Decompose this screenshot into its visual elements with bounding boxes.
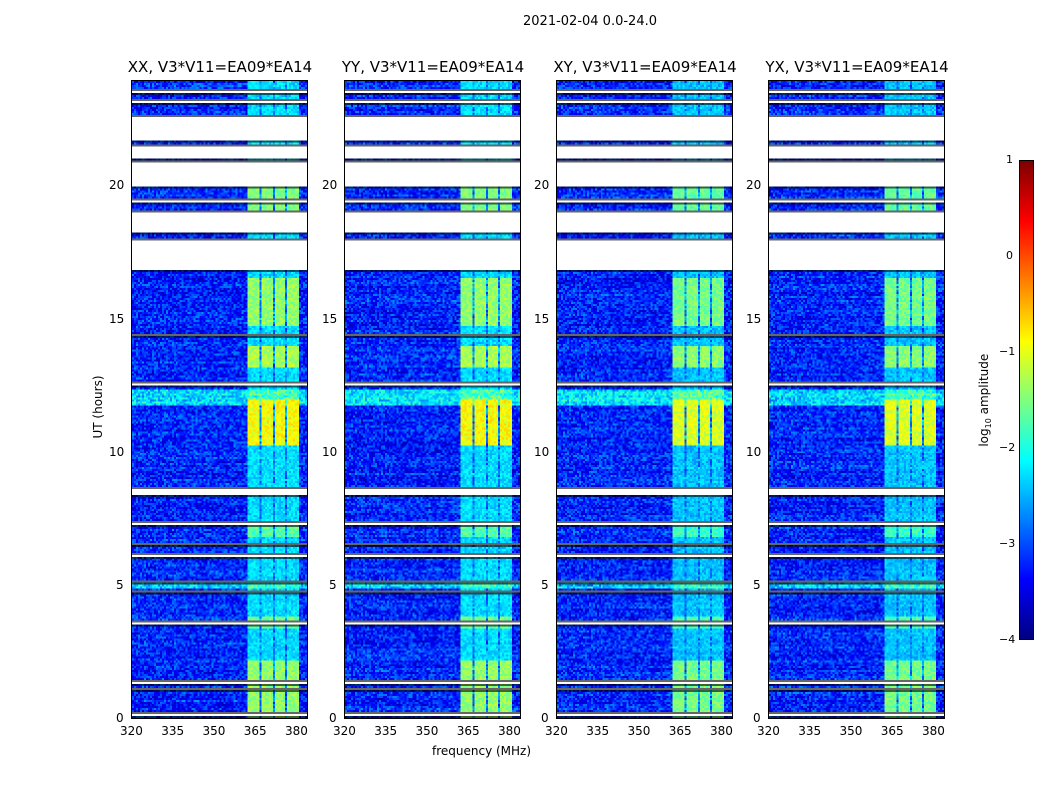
y-tick-label: 10 xyxy=(322,444,338,459)
x-tick-label: 365 xyxy=(456,724,480,738)
x-tick-label: 365 xyxy=(243,724,267,738)
y-axis-label: UT (hours) xyxy=(91,375,105,439)
x-tick-label: 350 xyxy=(415,724,439,738)
spectrogram-panel-1 xyxy=(344,80,521,719)
y-tick-label: 20 xyxy=(746,178,762,193)
y-tick-label: 20 xyxy=(322,178,338,193)
y-tick-label: 10 xyxy=(534,444,550,459)
colorbar-tick-label: 0 xyxy=(1006,249,1013,262)
colorbar-tick-label: −1 xyxy=(999,345,1016,358)
y-tick-label: 5 xyxy=(753,577,761,592)
colorbar-tick-label: 1 xyxy=(1006,153,1013,166)
x-axis-label: frequency (MHz) xyxy=(432,744,532,758)
x-tick-label: 320 xyxy=(120,724,143,738)
colorbar-tick-label: −2 xyxy=(999,441,1016,454)
x-tick-label: 380 xyxy=(710,724,733,738)
y-tick-label: 0 xyxy=(753,711,761,725)
y-tick-label: 5 xyxy=(116,577,124,592)
x-tick-label: 335 xyxy=(374,724,398,738)
spectrogram-panel-0 xyxy=(131,80,308,719)
y-tick-label: 10 xyxy=(746,444,762,459)
colorbar xyxy=(1019,160,1034,640)
x-tick-label: 350 xyxy=(627,724,651,738)
y-tick-label: 15 xyxy=(746,311,762,326)
x-tick-label: 335 xyxy=(798,724,822,738)
y-tick-label: 15 xyxy=(109,311,125,326)
y-tick-label: 5 xyxy=(329,577,337,592)
figure-title: 2021-02-04 0.0-24.0 xyxy=(523,14,657,29)
x-tick-label: 320 xyxy=(333,724,356,738)
x-tick-label: 380 xyxy=(922,724,945,738)
y-tick-label: 15 xyxy=(534,311,550,326)
panel-title: XY, V3*V11=EA09*EA14 xyxy=(553,58,737,76)
y-tick-label: 15 xyxy=(322,311,338,326)
y-tick-label: 5 xyxy=(541,577,549,592)
x-tick-label: 350 xyxy=(839,724,863,738)
y-tick-label: 10 xyxy=(109,444,125,459)
spectrogram-heatmap xyxy=(557,81,732,718)
spectrogram-heatmap xyxy=(345,81,520,718)
spectrogram-panel-2 xyxy=(556,80,733,719)
x-tick-label: 335 xyxy=(586,724,610,738)
colorbar-tick-label: −3 xyxy=(999,537,1016,550)
x-tick-label: 380 xyxy=(285,724,308,738)
y-tick-label: 0 xyxy=(541,711,549,725)
x-tick-label: 320 xyxy=(545,724,568,738)
x-tick-label: 350 xyxy=(202,724,226,738)
spectrogram-heatmap xyxy=(769,81,944,718)
spectrogram-panel-3 xyxy=(768,80,945,719)
x-tick-label: 380 xyxy=(498,724,521,738)
panel-title: YY, V3*V11=EA09*EA14 xyxy=(341,58,525,76)
y-tick-label: 0 xyxy=(329,711,337,725)
panel-title: YX, V3*V11=EA09*EA14 xyxy=(765,58,949,76)
spectrogram-heatmap xyxy=(132,81,307,718)
y-tick-label: 0 xyxy=(116,711,124,725)
y-tick-label: 20 xyxy=(109,178,125,193)
x-tick-label: 365 xyxy=(668,724,692,738)
y-tick-label: 20 xyxy=(534,178,550,193)
panel-title: XX, V3*V11=EA09*EA14 xyxy=(127,58,313,76)
x-tick-label: 335 xyxy=(161,724,185,738)
colorbar-tick-label: −4 xyxy=(999,633,1016,646)
x-tick-label: 320 xyxy=(757,724,780,738)
colorbar-label: log10 amplitude xyxy=(976,353,994,447)
x-tick-label: 365 xyxy=(880,724,904,738)
